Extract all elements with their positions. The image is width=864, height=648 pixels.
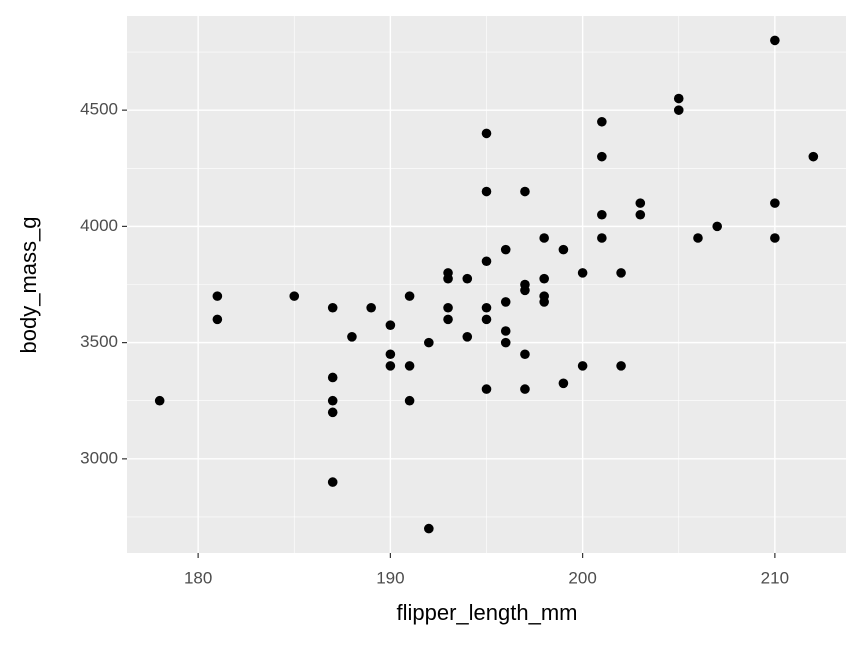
point bbox=[635, 209, 646, 220]
x-tick-label: 180 bbox=[184, 568, 212, 587]
point bbox=[154, 395, 165, 406]
point bbox=[577, 268, 588, 278]
point bbox=[462, 273, 473, 284]
point bbox=[500, 337, 511, 348]
point bbox=[385, 349, 396, 360]
y-tick-label: 3000 bbox=[80, 448, 118, 467]
point bbox=[597, 233, 607, 243]
point bbox=[481, 128, 492, 139]
point bbox=[443, 314, 453, 325]
point bbox=[808, 151, 819, 162]
point bbox=[212, 291, 223, 301]
point bbox=[424, 337, 434, 348]
point bbox=[500, 297, 511, 307]
point bbox=[597, 151, 607, 162]
point bbox=[635, 198, 646, 208]
point bbox=[597, 116, 607, 127]
point bbox=[481, 314, 492, 325]
point bbox=[385, 320, 396, 330]
point bbox=[673, 105, 684, 115]
x-tick-label: 200 bbox=[568, 568, 596, 587]
point bbox=[693, 233, 703, 243]
point bbox=[327, 372, 338, 383]
point bbox=[500, 326, 511, 336]
x-tick-label: 190 bbox=[376, 568, 404, 587]
point bbox=[289, 291, 300, 301]
point bbox=[366, 302, 376, 313]
point bbox=[597, 209, 607, 220]
point bbox=[539, 297, 549, 307]
point bbox=[327, 407, 338, 418]
y-tick-label: 4000 bbox=[80, 216, 118, 235]
point bbox=[770, 198, 780, 208]
point bbox=[712, 221, 722, 232]
point bbox=[212, 314, 223, 325]
point bbox=[443, 273, 453, 284]
point bbox=[520, 285, 530, 296]
point bbox=[327, 395, 338, 406]
point bbox=[558, 244, 569, 255]
point bbox=[520, 186, 530, 197]
point bbox=[616, 361, 626, 371]
point bbox=[616, 268, 626, 278]
point bbox=[577, 361, 588, 371]
point bbox=[462, 332, 473, 342]
point bbox=[385, 361, 396, 371]
point bbox=[481, 256, 492, 267]
point bbox=[500, 244, 511, 255]
point bbox=[347, 332, 357, 342]
point bbox=[424, 523, 434, 534]
point bbox=[770, 35, 780, 46]
point bbox=[327, 302, 338, 313]
x-tick-label: 210 bbox=[761, 568, 789, 587]
y-tick-label: 3500 bbox=[80, 332, 118, 351]
x-axis-title: flipper_length_mm bbox=[397, 600, 578, 625]
point bbox=[770, 233, 780, 243]
point bbox=[481, 186, 492, 197]
point bbox=[443, 302, 453, 313]
point bbox=[481, 302, 492, 313]
point bbox=[673, 93, 684, 104]
point bbox=[404, 361, 415, 371]
point bbox=[558, 378, 569, 389]
point bbox=[520, 349, 530, 360]
point bbox=[404, 291, 415, 301]
point bbox=[327, 477, 338, 487]
point bbox=[404, 395, 415, 406]
point bbox=[481, 384, 492, 394]
point bbox=[539, 233, 549, 243]
point bbox=[539, 273, 549, 284]
point bbox=[520, 384, 530, 394]
y-axis-title: body_mass_g bbox=[16, 217, 41, 354]
y-tick-label: 4500 bbox=[80, 100, 118, 119]
